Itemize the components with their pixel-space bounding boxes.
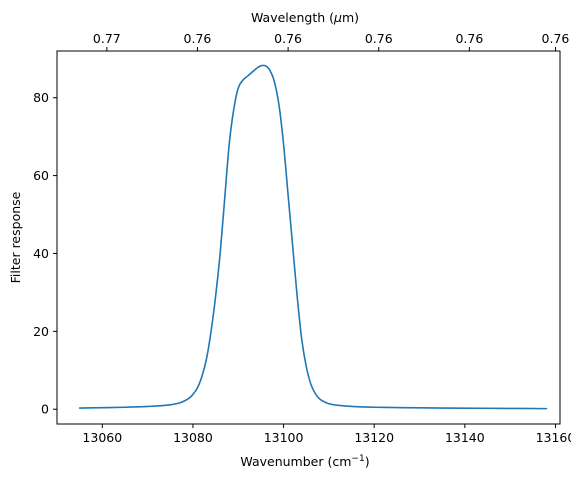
top-tick-label: 0.76 [184, 31, 212, 46]
x-tick-label: 13080 [173, 430, 213, 445]
y-tick-label: 20 [33, 324, 49, 339]
y-tick-label: 80 [33, 90, 49, 105]
top-tick-label: 0.76 [455, 31, 483, 46]
top-tick-label: 0.76 [274, 31, 302, 46]
plot-frame [56, 50, 561, 425]
top-tick-label: 0.76 [365, 31, 393, 46]
series-filter-response-line [78, 64, 548, 410]
y-axis-label: Filter response [8, 191, 23, 283]
top-x-axis-label: Wavelength (μm) [251, 10, 359, 25]
x-tick-label: 13100 [264, 430, 304, 445]
top-tick-label: 0.76 [542, 31, 570, 46]
x-tick-label: 13060 [82, 430, 122, 445]
y-tick-label: 40 [33, 246, 49, 261]
y-tick-label: 0 [41, 402, 49, 417]
top-tick-label: 0.77 [93, 31, 121, 46]
x-tick-label: 13120 [354, 430, 394, 445]
y-tick-label: 60 [33, 168, 49, 183]
x-tick-label: 13140 [445, 430, 485, 445]
x-axis-label: Wavenumber (cm−1) [240, 454, 369, 469]
